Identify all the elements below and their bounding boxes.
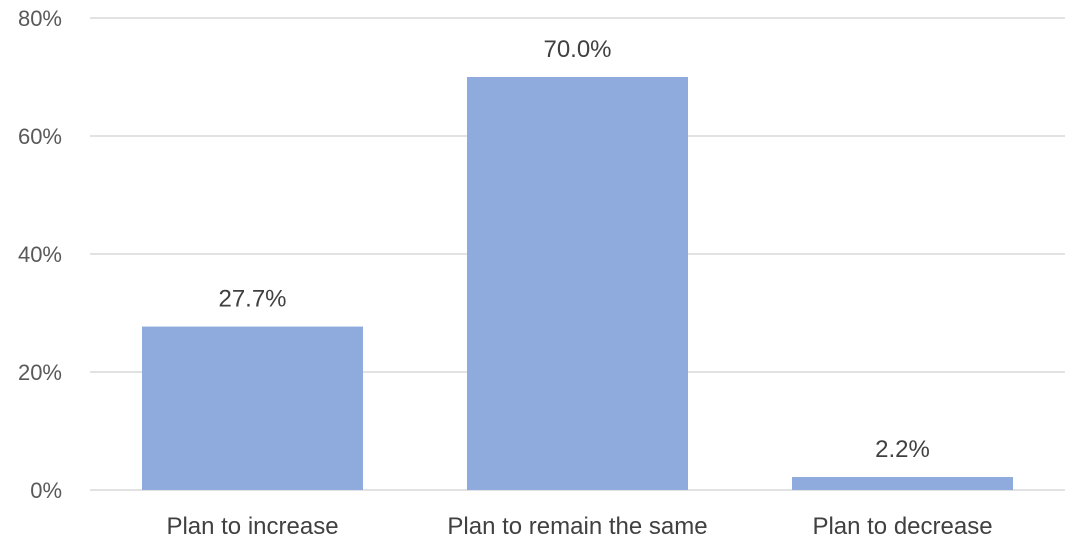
bars [142, 77, 1013, 490]
y-tick-label: 20% [18, 360, 62, 385]
data-label: 70.0% [543, 36, 611, 63]
x-category-label: Plan to decrease [812, 513, 992, 540]
y-tick-label: 60% [18, 124, 62, 149]
x-category-label: Plan to increase [166, 513, 338, 540]
y-tick-label: 40% [18, 242, 62, 267]
y-tick-label: 80% [18, 6, 62, 31]
y-tick-label: 0% [30, 478, 62, 503]
y-axis-ticks: 0% 20% 40% 60% 80% [18, 6, 62, 503]
data-label: 27.7% [218, 286, 286, 313]
x-axis-categories: Plan to increase Plan to remain the same P… [166, 513, 992, 540]
data-labels: 27.7% 70.0% 2.2% [218, 36, 929, 463]
data-label: 2.2% [875, 436, 930, 463]
bar [467, 77, 688, 490]
bar [792, 477, 1013, 490]
bar [142, 326, 363, 490]
x-category-label: Plan to remain the same [447, 513, 707, 540]
